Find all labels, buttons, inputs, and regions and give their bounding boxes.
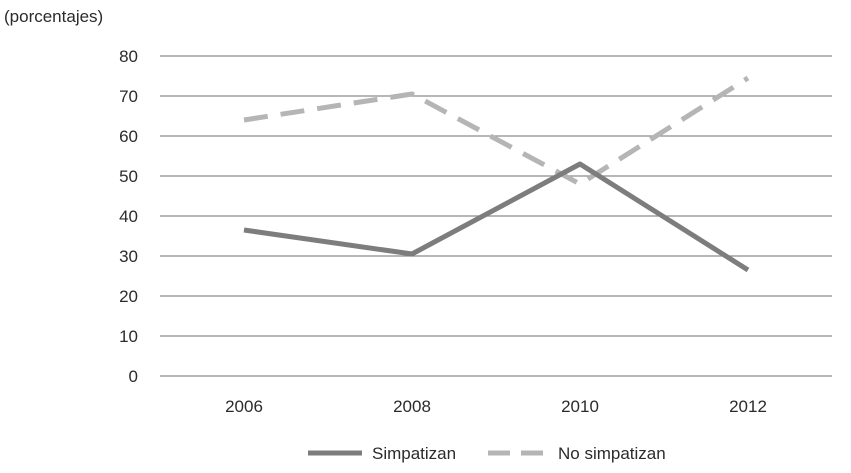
x-axis-ticks: 2006 2008 2010 2012 (225, 397, 767, 416)
y-tick-label: 70 (119, 87, 138, 106)
y-tick-label: 30 (119, 247, 138, 266)
y-tick-label: 80 (119, 47, 138, 66)
series-lines (243, 75, 750, 273)
y-tick-label: 10 (119, 327, 138, 346)
y-axis-ticks: 0 10 20 30 40 50 60 70 80 (119, 47, 138, 386)
legend-label: No simpatizan (558, 444, 666, 463)
legend-label: Simpatizan (372, 444, 456, 463)
y-tick-label: 50 (119, 167, 138, 186)
x-tick-label: 2008 (393, 397, 431, 416)
x-tick-label: 2012 (729, 397, 767, 416)
y-tick-label: 40 (119, 207, 138, 226)
x-tick-label: 2006 (225, 397, 263, 416)
series-line-simpatizan (243, 161, 750, 273)
x-tick-label: 2010 (561, 397, 599, 416)
y-tick-label: 60 (119, 127, 138, 146)
y-tick-label: 0 (129, 367, 138, 386)
gridlines (160, 55, 832, 377)
legend: Simpatizan No simpatizan (308, 444, 666, 463)
series-line-no-simpatizan (243, 75, 750, 187)
y-tick-label: 20 (119, 287, 138, 306)
y-axis-unit-label: (porcentajes) (4, 7, 103, 26)
